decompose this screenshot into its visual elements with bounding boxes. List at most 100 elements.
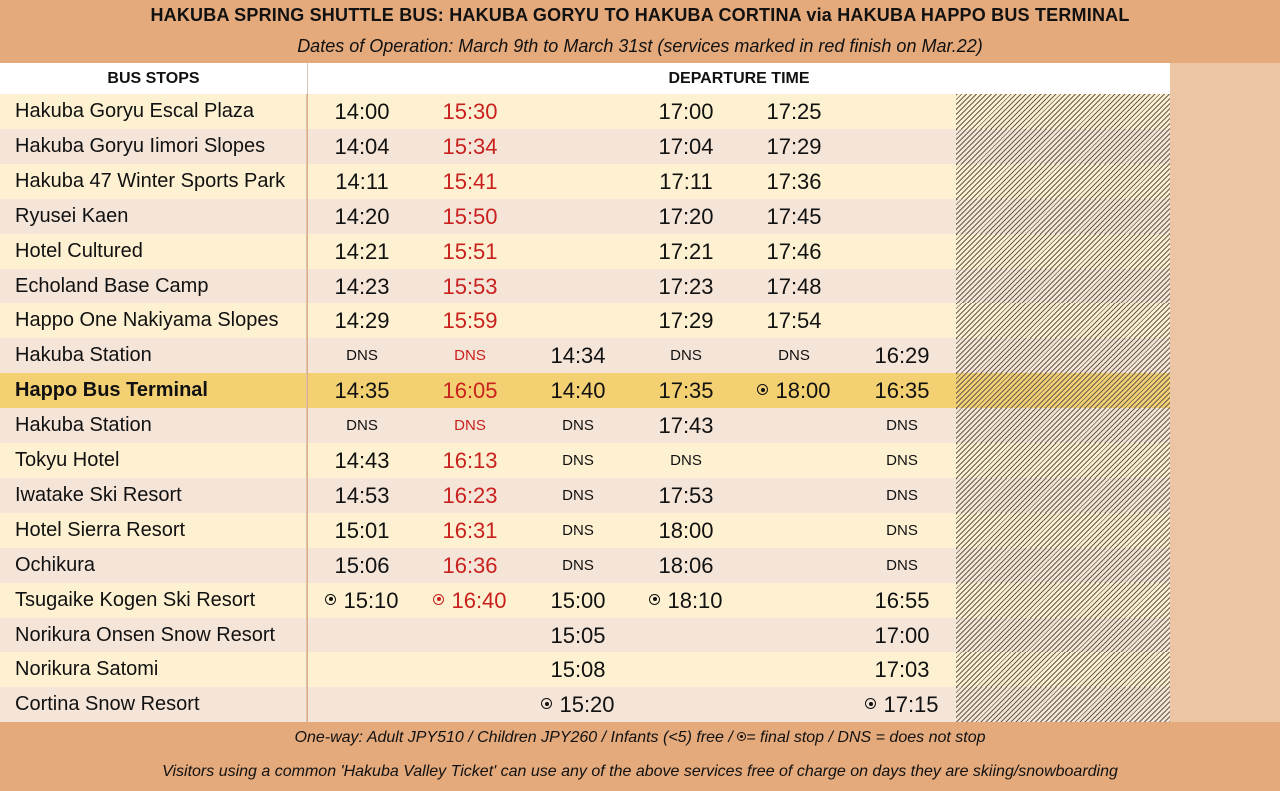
departure-time-cell: 15:00	[524, 582, 632, 618]
no-service-cell	[956, 408, 1170, 444]
departure-time: 16:29	[874, 343, 930, 369]
departure-time-cell: 17:45	[740, 198, 848, 234]
departure-time: 17:35	[658, 378, 714, 404]
final-stop-icon	[325, 593, 337, 605]
no-service-cell	[524, 268, 632, 304]
no-service-cell	[848, 198, 956, 234]
no-service-cell	[524, 128, 632, 164]
departure-time-cell: 18:00	[632, 512, 740, 548]
bus-stop-name: Cortina Snow Resort	[0, 687, 307, 723]
no-service-cell	[632, 652, 740, 688]
final-stop-icon	[757, 384, 769, 396]
departure-time: 16:40	[451, 587, 507, 613]
departure-time: DNS	[454, 417, 486, 435]
departure-time-cell: 15:50	[416, 198, 524, 234]
departure-time-cell: 14:23	[308, 268, 416, 304]
departure-time-cell: 17:53	[632, 477, 740, 513]
no-service-cell	[848, 233, 956, 269]
departure-time-cell: 15:01	[308, 512, 416, 548]
bus-stop-name: Tokyu Hotel	[0, 443, 307, 478]
departure-time: 14:00	[334, 99, 390, 124]
departure-time: 15:08	[550, 657, 606, 683]
departure-time-cell: 16:05	[416, 373, 524, 409]
departure-time-cell: DNS	[848, 547, 956, 583]
header-bus-stops-label: BUS STOPS	[107, 70, 200, 87]
departure-time-cell: 16:35	[848, 373, 956, 409]
departure-time-cell: DNS	[524, 477, 632, 513]
departure-time-cell: 16:29	[848, 338, 956, 374]
departure-time: 18:06	[658, 552, 714, 578]
departure-time: DNS	[886, 486, 918, 504]
departure-time-cell: 14:35	[308, 373, 416, 409]
departure-time-cell: 17:00	[848, 617, 956, 653]
no-service-cell	[524, 233, 632, 269]
departure-time-cell: DNS	[524, 512, 632, 548]
no-service-cell	[848, 94, 956, 129]
departure-time: 16:35	[874, 378, 930, 404]
departure-time: DNS	[562, 486, 594, 504]
departure-time-cell: 15:53	[416, 268, 524, 304]
bus-stop-name: Happo One Nakiyama Slopes	[0, 303, 307, 339]
departure-time: DNS	[346, 347, 378, 365]
no-service-cell	[416, 617, 524, 653]
fare-note-legend: = final stop / DNS = does not stop	[746, 729, 986, 746]
departure-time-cell: 17:00	[632, 94, 740, 129]
no-service-cell	[632, 687, 740, 723]
departure-time: DNS	[670, 452, 702, 469]
no-service-cell	[848, 128, 956, 164]
departure-time-cell: DNS	[848, 408, 956, 444]
bus-stop-name: Hakuba Station	[0, 338, 307, 374]
departure-time: 17:53	[658, 482, 714, 508]
departure-time: 17:00	[658, 99, 714, 124]
departure-time: 16:23	[442, 482, 498, 508]
final-stop-icon	[433, 593, 445, 605]
departure-time: 17:03	[874, 657, 930, 683]
departure-time: 14:40	[550, 378, 606, 404]
departure-time: 16:55	[874, 587, 930, 613]
departure-time-cell: 15:34	[416, 128, 524, 164]
departure-time: 17:00	[874, 622, 930, 648]
departure-time: 17:21	[658, 238, 714, 264]
fare-note-text: One-way: Adult JPY510 / Children JPY260 …	[294, 729, 738, 746]
departure-time: 17:20	[658, 203, 714, 229]
departure-time: 14:04	[334, 133, 390, 159]
bus-stop-name: Hakuba Station	[0, 408, 307, 444]
departure-time-cell: 14:34	[524, 338, 632, 374]
no-service-cell	[956, 477, 1170, 513]
departure-time-cell: 17:11	[632, 163, 740, 199]
departure-time: 14:23	[334, 273, 390, 299]
departure-time: DNS	[346, 417, 378, 435]
departure-time: 14:20	[334, 203, 390, 229]
departure-time-cell: DNS	[524, 547, 632, 583]
no-service-cell	[956, 303, 1170, 339]
departure-time-cell: 15:59	[416, 303, 524, 339]
departure-time: DNS	[886, 521, 918, 539]
departure-time: 17:54	[766, 308, 822, 334]
departure-time-cell: 14:21	[308, 233, 416, 269]
departure-time-cell: 17:29	[632, 303, 740, 339]
no-service-cell	[416, 652, 524, 688]
departure-time: 17:45	[766, 203, 822, 229]
final-stop-icon	[541, 698, 553, 710]
departure-time-cell: 17:46	[740, 233, 848, 269]
departure-time: DNS	[778, 347, 810, 365]
bus-stop-name: Echoland Base Camp	[0, 268, 307, 304]
final-stop-icon	[737, 732, 747, 741]
departure-time: 17:46	[766, 238, 822, 264]
timetable: BUS STOPS DEPARTURE TIME Hakuba Goryu Es…	[0, 63, 1170, 723]
departure-time: DNS	[562, 556, 594, 574]
departure-time-cell: DNS	[848, 512, 956, 548]
no-service-cell	[308, 652, 416, 688]
no-service-cell	[524, 198, 632, 234]
bus-stop-name: Happo Bus Terminal	[0, 373, 307, 409]
no-service-cell	[740, 408, 848, 444]
departure-time: 17:48	[766, 273, 822, 299]
no-service-cell	[956, 617, 1170, 653]
departure-time-cell: 17:23	[632, 268, 740, 304]
schedule-subtitle: Dates of Operation: March 9th to March 3…	[297, 36, 983, 56]
header-departure-time-label: DEPARTURE TIME	[668, 70, 810, 87]
no-service-cell	[740, 687, 848, 723]
departure-time: 15:53	[442, 273, 498, 299]
bus-stop-name: Hotel Cultured	[0, 233, 307, 269]
bus-stop-name: Norikura Onsen Snow Resort	[0, 617, 307, 653]
